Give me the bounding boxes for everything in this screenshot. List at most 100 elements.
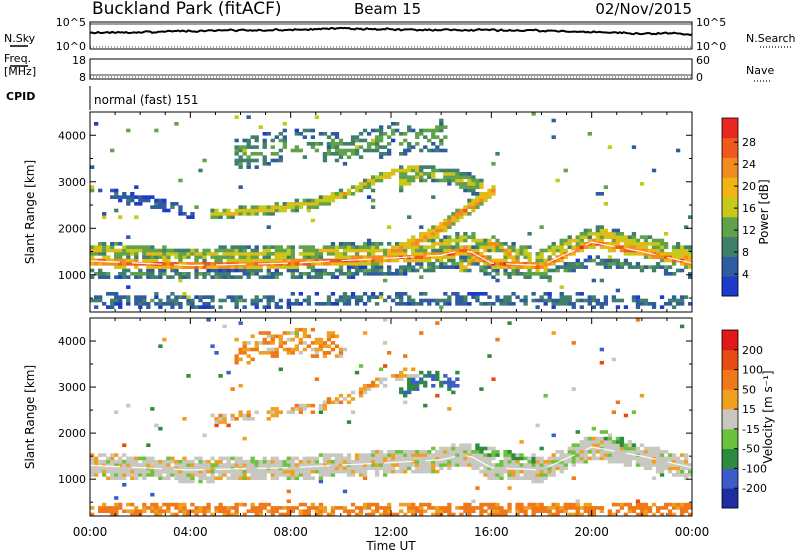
velocity-heatmap-cell (607, 450, 613, 454)
velocity-heatmap-cell (611, 456, 617, 461)
power-heatmap-cell (427, 138, 432, 143)
power-heatmap-cell (146, 245, 151, 249)
power-heatmap-cell (599, 238, 604, 243)
power-heatmap-cell (330, 152, 336, 156)
velocity-heatmap-cell (575, 453, 580, 457)
velocity-heatmap-cell (419, 459, 424, 464)
velocity-heatmap-cell (134, 466, 139, 471)
power-heatmap-cell (218, 272, 223, 276)
power-heatmap-cell (250, 262, 255, 266)
cpid-text: normal (fast) 151 (94, 93, 198, 107)
velocity-heatmap-cell (298, 469, 303, 474)
velocity-heatmap-cell (254, 476, 259, 480)
velocity-heatmap-cell (583, 502, 588, 507)
velocity-heatmap-cell (675, 459, 681, 464)
power-heatmap-cell (334, 135, 340, 139)
velocity-heatmap-cell (499, 463, 504, 467)
power-heatmap-cell (447, 225, 452, 229)
power-heatmap-cell (98, 245, 103, 249)
power-heatmap-cell (535, 268, 540, 273)
power-heatmap-cell (495, 272, 500, 276)
time-tick-label: 16:00 (474, 525, 509, 539)
power-heatmap-cell (455, 208, 460, 213)
power-heatmap-cell (651, 248, 657, 253)
power-heatmap-cell (262, 212, 267, 216)
velocity-heatmap-cell (395, 463, 400, 467)
velocity-heatmap-cell (447, 509, 452, 513)
power-colorbar-tick-label: 4 (742, 268, 749, 281)
velocity-heatmap-cell (567, 506, 572, 510)
power-heatmap-cell (391, 172, 396, 176)
power-heatmap-cell (483, 195, 488, 199)
power-heatmap-cell (322, 132, 328, 136)
power-heatmap-cell (158, 202, 163, 206)
power-heatmap-cell (350, 242, 356, 246)
velocity-heatmap-cell (106, 509, 111, 513)
power-heatmap-cell (218, 265, 223, 269)
power-heatmap-cell (615, 298, 621, 303)
power-heatmap-cell (407, 238, 412, 243)
power-heatmap-cell (515, 255, 520, 259)
power-heatmap-cell (114, 298, 119, 303)
power-heatmap-cell (411, 235, 416, 239)
power-heatmap-cell (511, 272, 516, 276)
power-heatmap-cell (671, 262, 677, 266)
velocity-heatmap-cell (102, 453, 107, 457)
power-heatmap-cell (551, 298, 556, 303)
velocity-heatmap-cell (302, 403, 308, 408)
power-heatmap-cell (342, 255, 348, 259)
velocity-heatmap-cell (330, 331, 336, 335)
velocity-heatmap-cell (274, 347, 279, 352)
power-heatmap-cell (222, 298, 227, 303)
power-heatmap-cell (338, 262, 344, 266)
velocity-heatmap-cell (90, 473, 95, 477)
power-band-highlight (89, 241, 693, 267)
power-heatmap-cell (451, 245, 456, 249)
power-heatmap-cell (278, 248, 283, 253)
velocity-heatmap-cell (635, 463, 641, 467)
velocity-heatmap-cell (322, 466, 328, 471)
power-heatmap-cell (487, 295, 492, 299)
power-heatmap-cell (475, 198, 480, 203)
power-heatmap-cell (683, 255, 689, 259)
power-heatmap-cell (214, 275, 219, 279)
power-heatmap-cell (314, 142, 320, 146)
velocity-heatmap-cell (114, 466, 119, 471)
velocity-heatmap-cell (250, 466, 255, 471)
velocity-heatmap-cell (627, 450, 633, 454)
power-heatmap-cell (475, 298, 480, 303)
power-heatmap-cell (366, 132, 372, 136)
velocity-heatmap-cell (395, 512, 400, 517)
velocity-heatmap-cell (322, 473, 328, 477)
power-heatmap-cell (483, 272, 488, 276)
velocity-heatmap-cell (671, 463, 677, 467)
power-heatmap-cell (539, 275, 544, 279)
power-heatmap-cell (511, 245, 516, 249)
velocity-heatmap-cell (166, 456, 171, 461)
power-heatmap-cell (338, 192, 344, 196)
power-heatmap-cell (483, 255, 488, 259)
velocity-heatmap-cell (226, 463, 231, 467)
velocity-heatmap-cell (154, 473, 159, 477)
power-heatmap-cell (202, 255, 207, 259)
power-heatmap-cell (631, 252, 637, 256)
power-heatmap-cell (342, 242, 348, 246)
velocity-heatmap-cell (206, 469, 211, 474)
velocity-heatmap-cell (491, 506, 496, 510)
power-heatmap-cell (439, 255, 444, 259)
power-heatmap-cell (238, 165, 243, 169)
power-heatmap-cell (431, 128, 436, 133)
power-heatmap-cell (523, 302, 528, 306)
power-heatmap-cell (587, 238, 592, 243)
power-heatmap-cell (411, 128, 416, 133)
power-heatmap-cell (559, 298, 564, 303)
power-heatmap-cell (519, 262, 524, 266)
power-heatmap-cell (358, 265, 364, 269)
power-heatmap-cell (290, 258, 295, 263)
velocity-heatmap-cell (154, 502, 159, 507)
velocity-heatmap-cell (627, 459, 633, 464)
power-heatmap-cell (134, 255, 139, 259)
velocity-heatmap-cell (214, 509, 219, 513)
velocity-heatmap-cell (547, 466, 552, 471)
power-heatmap-cell (242, 272, 247, 276)
